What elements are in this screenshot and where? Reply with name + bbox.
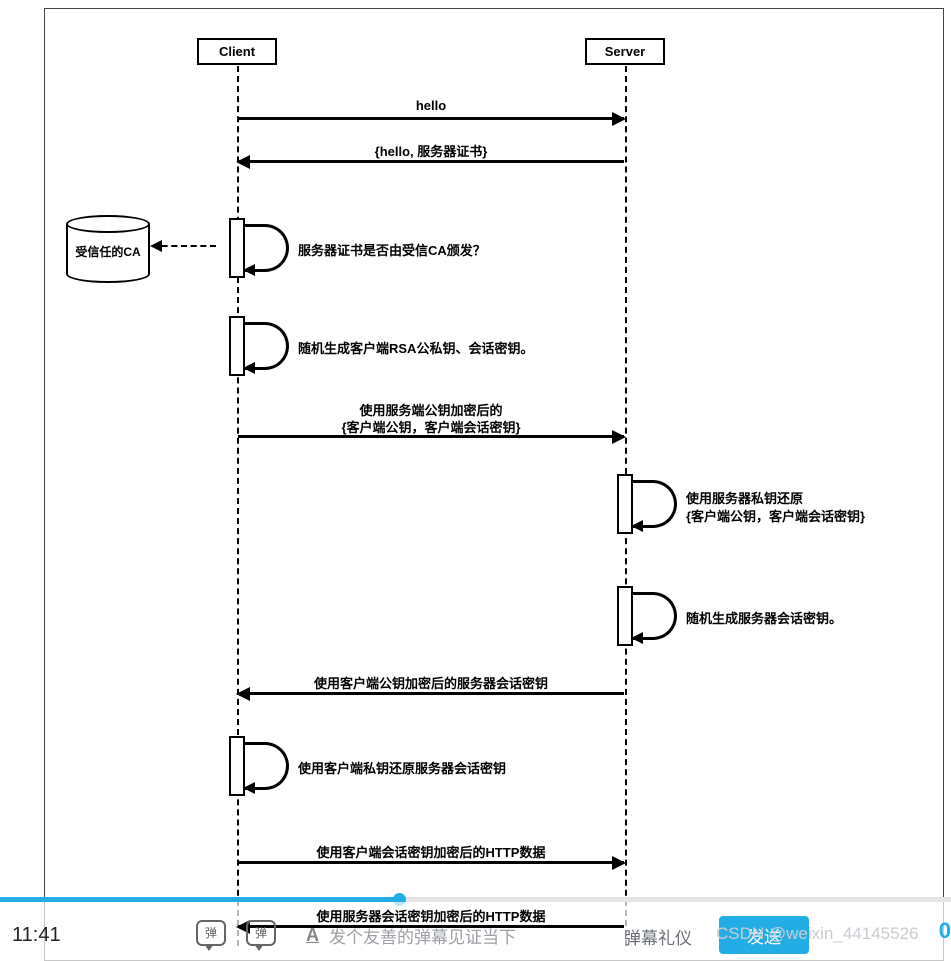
- danmu-placeholder: 发个友善的弹幕见证当下: [329, 923, 516, 948]
- msg2-label: {hello, 服务器证书}: [238, 141, 624, 160]
- font-style-icon[interactable]: A: [306, 925, 319, 946]
- msg1-arrow: [238, 117, 624, 120]
- participant-client-label: Client: [219, 44, 255, 59]
- msg4-arrow: [238, 692, 624, 695]
- msg5-label: 使用客户端会话密钥加密后的HTTP数据: [238, 842, 624, 861]
- s4-label: 随机生成服务器会话密钥。: [686, 608, 842, 627]
- trusted-ca-db: 受信任的CA: [66, 215, 150, 277]
- msg5-arrow: [238, 861, 624, 864]
- msg2-arrow: [238, 160, 624, 163]
- danmu-etiquette-link[interactable]: 弹幕礼仪: [624, 924, 692, 949]
- act-s1: [229, 218, 245, 278]
- act-s3: [617, 474, 633, 534]
- rt-badge: 0: [939, 918, 951, 944]
- trusted-ca-label: 受信任的CA: [66, 243, 150, 260]
- video-time: 11:41: [12, 924, 61, 947]
- s3-label-l1: 使用服务器私钥还原: [686, 488, 803, 507]
- msg3-label-l2: {客户端公钥，客户端会话密钥}: [238, 417, 624, 436]
- msg1-label: hello: [238, 98, 624, 113]
- s5-label: 使用客户端私钥还原服务器会话密钥: [298, 758, 506, 777]
- danmu-toggle-icon[interactable]: 弹: [196, 920, 226, 946]
- act-s2: [229, 316, 245, 376]
- lifeline-client: [237, 66, 239, 946]
- s1-label: 服务器证书是否由受信CA颁发？: [298, 240, 486, 259]
- ca-check-arrow: [152, 245, 216, 247]
- participant-client: Client: [197, 38, 277, 65]
- msg4-label: 使用客户端公钥加密后的服务器会话密钥: [238, 673, 624, 692]
- participant-server-label: Server: [605, 44, 645, 59]
- csdn-watermark: CSDN @weixin_44145526: [716, 924, 918, 944]
- participant-server: Server: [585, 38, 665, 65]
- s2-label: 随机生成客户端RSA公私钥、会话密钥。: [298, 338, 533, 357]
- act-s4: [617, 586, 633, 646]
- act-s5: [229, 736, 245, 796]
- danmu-settings-icon[interactable]: 弹: [246, 920, 276, 946]
- s3-label-l2: {客户端公钥，客户端会话密钥}: [686, 506, 865, 525]
